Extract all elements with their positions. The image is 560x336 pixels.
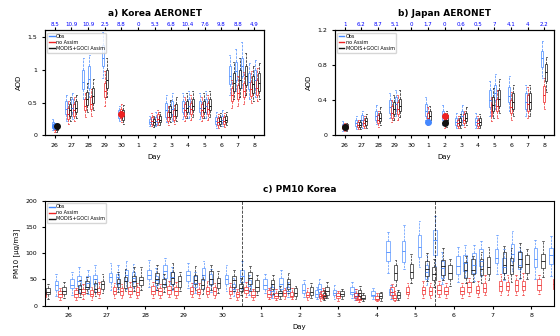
- Legend: Obs, no Assim, MODIS+GOCI Assim: Obs, no Assim, MODIS+GOCI Assim: [47, 203, 106, 223]
- X-axis label: Day: Day: [293, 324, 306, 330]
- Y-axis label: PM10 [μg/m3]: PM10 [μg/m3]: [13, 228, 20, 278]
- Title: c) PM10 Korea: c) PM10 Korea: [263, 185, 337, 194]
- Title: a) Korea AERONET: a) Korea AERONET: [108, 9, 202, 18]
- Title: b) Japan AERONET: b) Japan AERONET: [398, 9, 491, 18]
- Y-axis label: AOD: AOD: [306, 75, 312, 90]
- Legend: Obs, no Assim, MODIS+GOCI Assim: Obs, no Assim, MODIS+GOCI Assim: [47, 33, 106, 52]
- X-axis label: Day: Day: [438, 154, 451, 160]
- X-axis label: Day: Day: [148, 154, 161, 160]
- Y-axis label: AOD: AOD: [16, 75, 22, 90]
- Legend: Obs, no Assim, MODIS+GOCI Assim: Obs, no Assim, MODIS+GOCI Assim: [337, 33, 396, 52]
